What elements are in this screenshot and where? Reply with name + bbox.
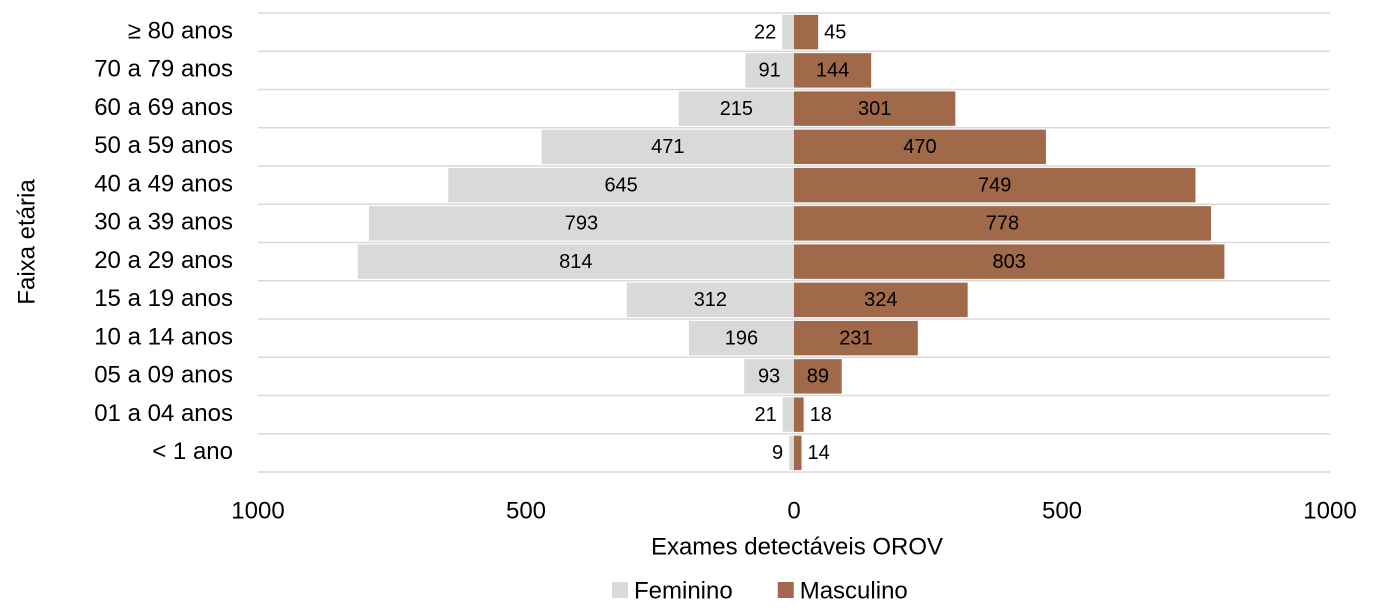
value-label: 18 (810, 404, 832, 426)
bar (794, 320, 918, 356)
bar (794, 435, 802, 471)
value-label: 9 (772, 442, 783, 464)
value-label: 144 (816, 60, 849, 82)
bar (782, 14, 794, 50)
value-label: 793 (565, 213, 598, 235)
bar (448, 167, 794, 203)
y-tick-label: 30 a 39 anos (94, 209, 233, 236)
y-tick-label: 01 a 04 anos (94, 400, 233, 427)
legend-swatch (612, 582, 628, 598)
bar (626, 282, 794, 318)
legend-label: Masculino (800, 577, 908, 604)
value-label: 89 (807, 366, 829, 388)
bar (794, 129, 1046, 165)
bar (794, 206, 1212, 241)
bar (782, 397, 794, 432)
value-label: 470 (903, 136, 936, 158)
value-label: 778 (986, 213, 1019, 235)
value-label: 93 (758, 366, 780, 388)
bar (678, 91, 794, 126)
value-label: 231 (839, 327, 872, 349)
legend-swatch (777, 582, 794, 598)
y-tick-label: 20 a 29 anos (94, 247, 233, 274)
bar (745, 53, 794, 88)
x-tick-label: 1000 (1303, 497, 1356, 524)
bar (794, 282, 968, 318)
bar (789, 435, 794, 471)
value-label: 45 (824, 21, 846, 43)
bar (794, 167, 1196, 203)
value-label: 22 (754, 21, 776, 43)
x-axis-title: Exames detectáveis OROV (651, 533, 943, 560)
bar (794, 91, 956, 126)
y-tick-label: < 1 ano (152, 438, 233, 465)
y-tick-label: 05 a 09 anos (94, 362, 233, 389)
bar (794, 359, 842, 394)
value-label: 814 (559, 251, 592, 273)
x-tick-label: 500 (506, 497, 546, 524)
value-label: 215 (720, 98, 753, 120)
value-label: 21 (754, 404, 776, 426)
bar (368, 206, 794, 241)
bar (794, 397, 804, 432)
bar (688, 320, 794, 356)
legend-label: Feminino (634, 577, 733, 604)
bar (794, 14, 819, 50)
x-tick-label: 500 (1042, 497, 1082, 524)
bar (357, 244, 794, 279)
value-label: 324 (864, 289, 897, 311)
y-tick-label: 40 a 49 anos (94, 170, 233, 197)
y-tick-label: 15 a 19 anos (94, 285, 233, 312)
value-label: 312 (694, 289, 727, 311)
y-tick-label: 70 a 79 anos (94, 56, 233, 83)
value-label: 196 (725, 327, 758, 349)
value-label: 645 (604, 174, 637, 196)
bar (794, 53, 872, 88)
y-tick-label: ≥ 80 anos (128, 17, 233, 44)
value-label: 91 (758, 60, 780, 82)
value-label: 749 (978, 174, 1011, 196)
y-axis-title: Faixa etária (13, 179, 40, 305)
y-tick-label: 10 a 14 anos (94, 323, 233, 350)
bar (794, 244, 1225, 279)
x-tick-label: 1000 (231, 497, 284, 524)
y-tick-label: 50 a 59 anos (94, 132, 233, 159)
value-label: 803 (993, 251, 1026, 273)
value-label: 14 (808, 442, 830, 464)
bar (541, 129, 794, 165)
y-tick-label: 60 a 69 anos (94, 94, 233, 121)
value-label: 301 (858, 98, 891, 120)
value-label: 471 (651, 136, 684, 158)
bar (744, 359, 794, 394)
x-tick-label: 0 (787, 497, 800, 524)
